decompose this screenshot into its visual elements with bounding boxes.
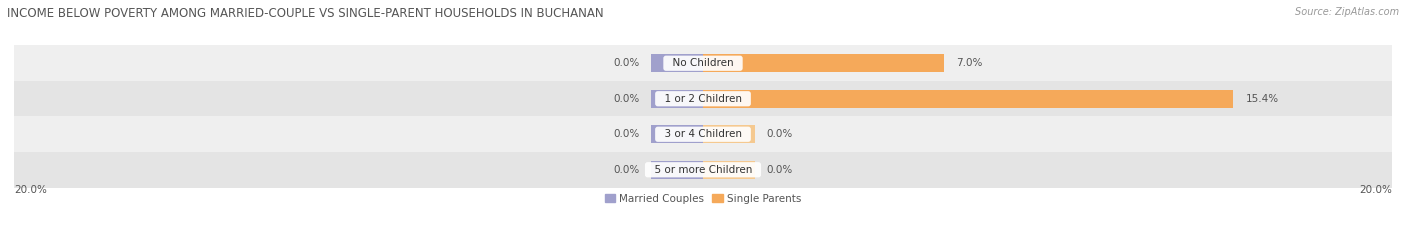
Bar <box>651 125 703 144</box>
Bar <box>14 152 1392 188</box>
Bar <box>651 54 703 72</box>
Text: 3 or 4 Children: 3 or 4 Children <box>658 129 748 139</box>
Bar <box>14 116 1392 152</box>
Legend: Married Couples, Single Parents: Married Couples, Single Parents <box>605 194 801 204</box>
Text: 7.0%: 7.0% <box>956 58 983 68</box>
Text: Source: ZipAtlas.com: Source: ZipAtlas.com <box>1295 7 1399 17</box>
Bar <box>14 45 1392 81</box>
Text: 20.0%: 20.0% <box>1360 185 1392 195</box>
Bar <box>651 89 703 108</box>
Bar <box>703 161 755 179</box>
Bar <box>651 161 703 179</box>
Text: 0.0%: 0.0% <box>613 165 640 175</box>
Text: 0.0%: 0.0% <box>613 94 640 104</box>
Bar <box>14 81 1392 116</box>
Bar <box>703 125 755 144</box>
Text: 20.0%: 20.0% <box>14 185 46 195</box>
Text: 0.0%: 0.0% <box>613 129 640 139</box>
Text: INCOME BELOW POVERTY AMONG MARRIED-COUPLE VS SINGLE-PARENT HOUSEHOLDS IN BUCHANA: INCOME BELOW POVERTY AMONG MARRIED-COUPL… <box>7 7 603 20</box>
Bar <box>703 54 945 72</box>
Text: 0.0%: 0.0% <box>766 129 793 139</box>
Text: 5 or more Children: 5 or more Children <box>648 165 758 175</box>
Text: 1 or 2 Children: 1 or 2 Children <box>658 94 748 104</box>
Text: 0.0%: 0.0% <box>613 58 640 68</box>
Text: 0.0%: 0.0% <box>766 165 793 175</box>
Text: 15.4%: 15.4% <box>1246 94 1278 104</box>
Bar <box>703 89 1233 108</box>
Text: No Children: No Children <box>666 58 740 68</box>
